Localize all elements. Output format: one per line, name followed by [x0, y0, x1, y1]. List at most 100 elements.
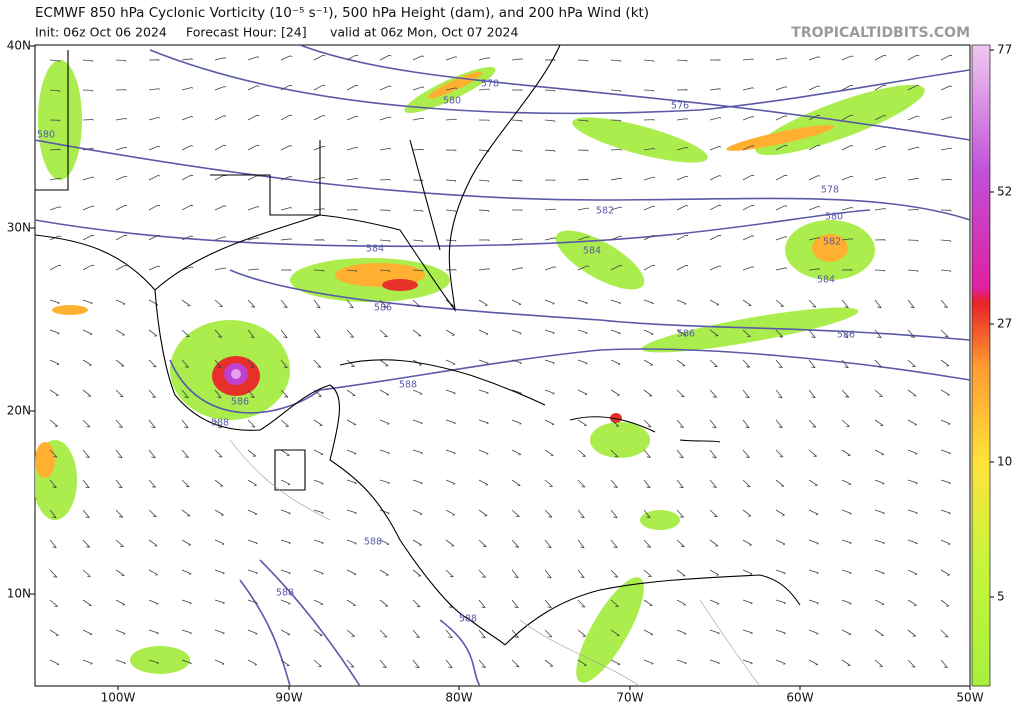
lat-label: 20N: [7, 404, 31, 418]
title: ECMWF 850 hPa Cyclonic Vorticity (10⁻⁵ s…: [35, 5, 649, 21]
wind-barb: [709, 117, 722, 121]
contour-label: 576: [671, 101, 689, 112]
wind-barb: [709, 299, 719, 306]
wind-barb: [775, 329, 784, 338]
wind-barb: [610, 599, 619, 607]
wind-barb: [775, 236, 788, 241]
wind-barb: [544, 149, 556, 152]
contour-label: 584: [817, 275, 835, 286]
wind-barb: [544, 359, 555, 365]
wind-barb: [280, 479, 291, 486]
wind-barb: [148, 204, 161, 211]
wind-barb: [610, 206, 623, 211]
wind-barb: [412, 599, 421, 608]
wind-barb: [610, 359, 621, 366]
wind-barb: [874, 176, 887, 181]
wind-barb: [445, 449, 456, 455]
wind-barb: [379, 116, 392, 121]
wind-barb: [610, 59, 622, 63]
wind-barb: [512, 209, 523, 211]
wind-barb: [907, 85, 920, 91]
wind-barb: [280, 569, 291, 575]
wind-barb: [544, 179, 556, 182]
wind-barb: [115, 299, 126, 305]
wind-barb: [445, 539, 455, 547]
wind-barb: [577, 509, 585, 519]
wind-barb: [115, 629, 126, 635]
wind-barb: [280, 509, 291, 515]
wind-barb: [775, 389, 783, 399]
wind-barb: [49, 629, 59, 636]
wind-barb: [676, 118, 688, 121]
wind-barb: [214, 599, 225, 605]
wind-barb: [643, 299, 654, 305]
wind-barb: [577, 329, 588, 335]
wind-barb: [643, 89, 655, 92]
wind-barb: [379, 479, 390, 485]
lon-label: 100W: [101, 691, 136, 705]
wind-barb: [49, 659, 60, 666]
wind-barb: [445, 419, 456, 425]
wind-barb: [742, 299, 752, 307]
wind-barb: [478, 629, 486, 639]
wind-barb: [445, 269, 457, 271]
wind-barb: [247, 144, 260, 151]
contour-label: 580: [37, 130, 55, 141]
wind-barb: [280, 359, 288, 369]
wind-barb: [775, 359, 783, 369]
wind-barb: [940, 419, 951, 425]
wind-barb: [643, 599, 653, 607]
wind-barb: [544, 479, 553, 487]
wind-barb: [478, 179, 490, 183]
wind-barb: [907, 419, 917, 426]
wind-barb: [742, 599, 753, 605]
wind-barb: [379, 509, 390, 515]
wind-barb: [940, 299, 948, 308]
wind-barb: [148, 117, 161, 121]
wind-barb: [907, 177, 920, 181]
wind-barb: [775, 115, 788, 121]
wind-barb: [379, 239, 391, 243]
wind-barb: [412, 269, 424, 272]
wind-barb: [841, 389, 850, 398]
wind-barb: [445, 629, 453, 639]
wind-barb: [445, 149, 457, 152]
wind-barb: [214, 236, 227, 241]
wind-barb: [478, 239, 490, 241]
wind-barb: [49, 206, 62, 211]
wind-barb: [643, 389, 653, 397]
wind-barb: [82, 449, 90, 458]
wind-barb: [577, 178, 589, 181]
lat-label: 10N: [7, 587, 31, 601]
wind-barb: [346, 239, 358, 242]
wind-barb: [808, 659, 819, 666]
wind-barb: [676, 146, 689, 151]
wind-barb: [82, 629, 93, 636]
wind-barb: [49, 539, 57, 549]
wind-barb: [676, 59, 688, 62]
wind-barb: [247, 175, 260, 181]
wind-barb: [742, 87, 755, 91]
wind-barb: [940, 449, 951, 455]
wind-barb: [379, 269, 391, 273]
wind-barb: [709, 479, 717, 488]
wind-barb: [643, 264, 656, 271]
wind-barb: [709, 569, 719, 576]
wind-barb: [610, 479, 618, 488]
wind-barb: [412, 509, 423, 515]
wind-barb: [313, 569, 324, 575]
wind-barb: [610, 569, 619, 578]
wind-barb: [544, 509, 553, 518]
wind-barb: [115, 89, 127, 91]
wind-barb: [676, 89, 688, 91]
wind-barb: [280, 55, 293, 61]
wind-barb: [478, 119, 490, 122]
wind-barb: [676, 419, 684, 428]
wind-barb: [676, 265, 689, 271]
wind-barb: [907, 329, 915, 338]
wind-barb: [709, 329, 719, 337]
wind-barb: [115, 599, 126, 606]
wind-barb: [82, 329, 93, 336]
wind-barb: [775, 659, 786, 665]
wind-barb: [82, 119, 94, 121]
